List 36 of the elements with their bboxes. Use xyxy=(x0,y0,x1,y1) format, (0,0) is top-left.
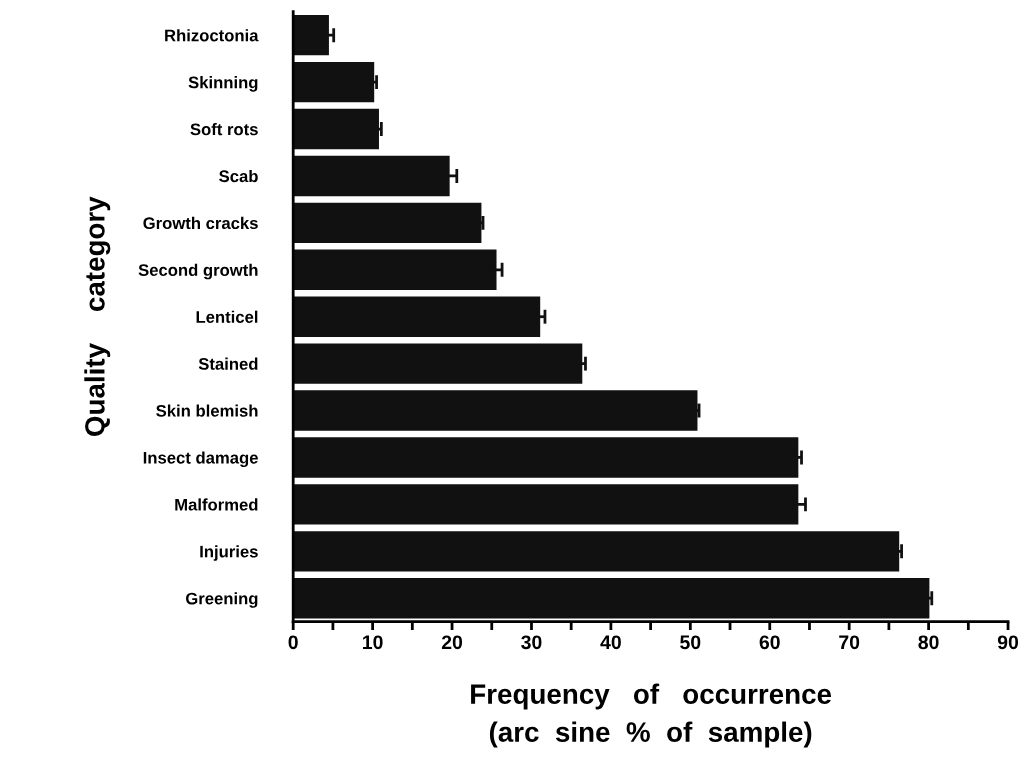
bar xyxy=(293,249,497,290)
x-tick-label: 30 xyxy=(521,635,542,650)
x-tick-label: 40 xyxy=(600,635,621,650)
y-tick-label: Skinning xyxy=(188,76,258,92)
bar xyxy=(293,531,900,572)
bar xyxy=(293,202,482,244)
y-tick-label: Soft rots xyxy=(190,122,258,136)
x-axis-title: Frequency of occurrence (arc sine % of sample) xyxy=(471,683,832,748)
bar xyxy=(293,390,698,431)
y-axis-title: Quality category xyxy=(84,196,111,436)
x-tick-label: 0 xyxy=(288,635,298,650)
x-tick-label: 60 xyxy=(759,635,780,650)
y-tick-label: Injuries xyxy=(200,545,258,561)
y-tick-label: Growth cracks xyxy=(143,216,258,230)
bar xyxy=(293,61,375,103)
x-tick-label: 50 xyxy=(680,635,701,650)
x-tick-label: 90 xyxy=(997,635,1019,650)
bar xyxy=(293,578,930,619)
bar xyxy=(293,15,329,56)
y-tick-label: Lenticel xyxy=(196,310,258,323)
y-tick-label: Stained xyxy=(198,357,258,370)
y-tick-label: Scab xyxy=(219,169,258,183)
x-tick-label: 80 xyxy=(918,635,939,650)
bar xyxy=(293,437,799,478)
y-tick-label: Greening xyxy=(185,592,258,608)
x-tick-label: 70 xyxy=(839,635,860,650)
y-tick-label: Second growth xyxy=(138,263,258,280)
y-tick-label: Skin blemish xyxy=(156,404,258,417)
x-tick-label: 20 xyxy=(441,635,463,650)
bar xyxy=(293,108,379,150)
bar xyxy=(293,296,541,337)
y-tick-label: Malformed xyxy=(175,498,258,511)
y-tick-label: Rhizoctonia xyxy=(165,29,259,42)
y-tick-label: Insect damage xyxy=(143,451,258,468)
bar xyxy=(293,343,583,384)
x-tick-label: 10 xyxy=(363,635,383,650)
